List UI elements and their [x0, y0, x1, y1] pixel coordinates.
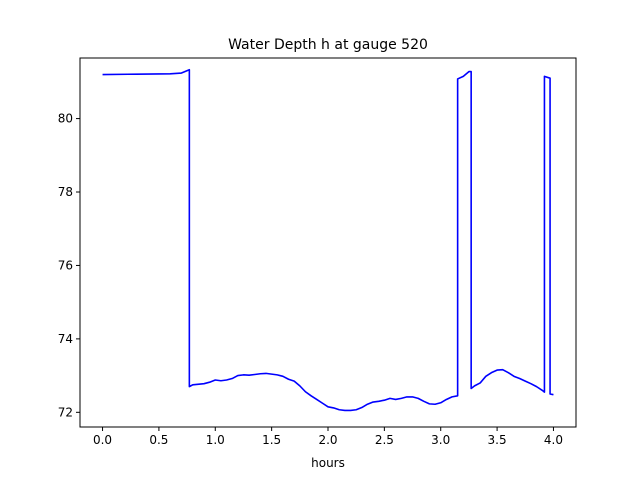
x-tick-label: 0.0: [93, 433, 112, 447]
y-tick-label: 80: [58, 112, 73, 126]
x-tick-label: 1.0: [206, 433, 225, 447]
y-axis: 72 74 76 78 80: [58, 112, 80, 419]
y-tick-label: 72: [58, 405, 73, 419]
x-tick-label: 3.0: [431, 433, 450, 447]
x-axis: 0.0 0.5 1.0 1.5 2.0 2.5 3.0 3.5 4.0: [93, 427, 563, 447]
plot-area: [102, 68, 554, 412]
axes-frame: [79, 57, 577, 428]
x-tick-label: 2.5: [375, 433, 394, 447]
y-tick-label: 76: [58, 258, 73, 272]
x-axis-label: hours: [311, 456, 345, 470]
series-line-0: [102, 68, 554, 412]
x-tick-label: 2.0: [318, 433, 337, 447]
x-tick-label: 3.5: [488, 433, 507, 447]
x-tick-label: 0.5: [149, 433, 168, 447]
x-tick-label: 1.5: [262, 433, 281, 447]
y-tick-label: 74: [58, 332, 73, 346]
x-tick-label: 4.0: [544, 433, 563, 447]
y-tick-label: 78: [58, 185, 73, 199]
chart-title: Water Depth h at gauge 520: [228, 37, 428, 53]
